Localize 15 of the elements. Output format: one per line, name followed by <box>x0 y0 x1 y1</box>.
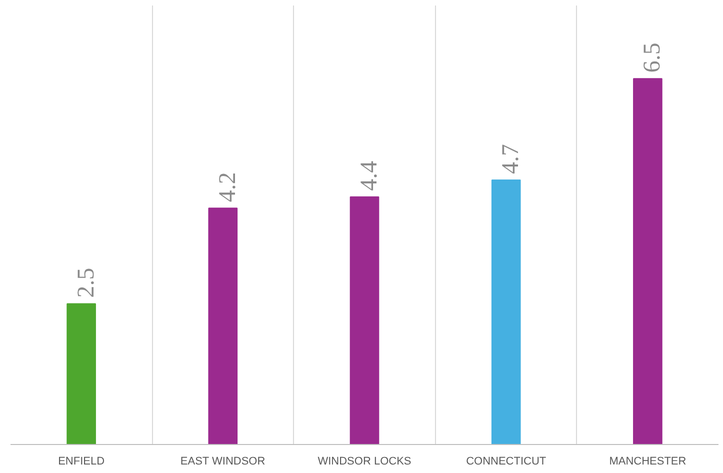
data-label: 2.5 <box>73 268 100 298</box>
bar <box>208 208 238 444</box>
bar <box>350 196 380 444</box>
data-label: 4.7 <box>498 144 524 174</box>
x-tick-label: WINDSOR LOCKS <box>318 456 412 468</box>
bar <box>491 179 521 444</box>
data-label: 4.2 <box>214 172 241 202</box>
bar <box>66 303 96 444</box>
data-label: 4.4 <box>356 160 382 191</box>
data-label: 6.5 <box>640 42 666 73</box>
bar <box>633 78 662 444</box>
x-tick-label: EAST WINDSOR <box>180 456 266 468</box>
x-tick-label: ENFIELD <box>58 456 105 468</box>
x-tick-label: MANCHESTER <box>609 456 686 468</box>
x-tick-label: CONNECTICUT <box>466 456 546 468</box>
